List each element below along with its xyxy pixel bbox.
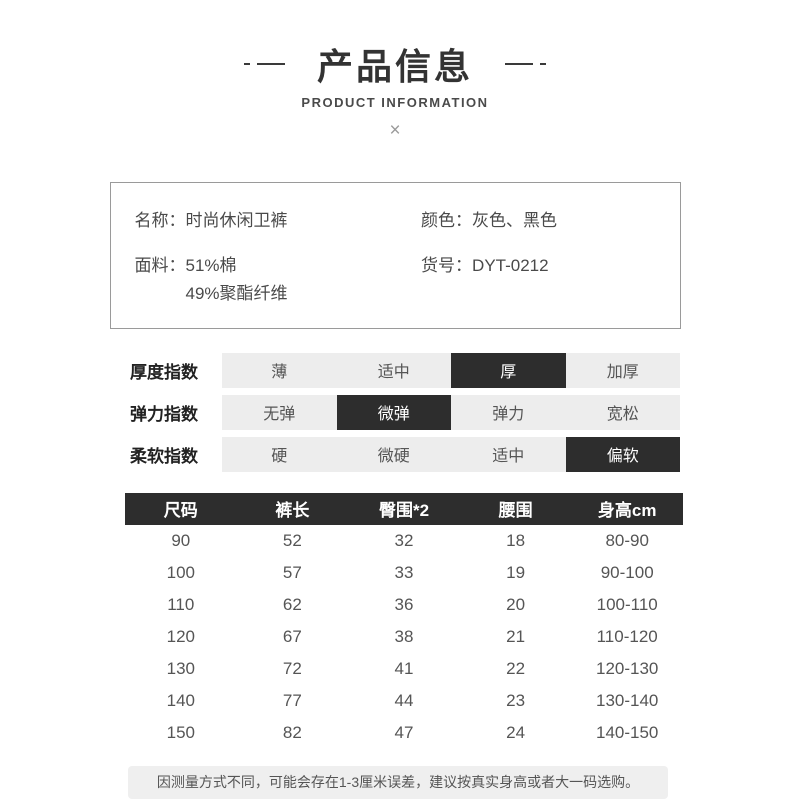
cell-size: 150 [166,722,195,742]
product-color-value: 灰色、黑色 [472,211,558,230]
cell-waist: 22 [506,658,526,678]
softness-option-medium: 适中 [492,448,525,466]
product-item-no-label: 货号： [421,255,473,275]
elasticity-option-none: 无弹 [263,406,296,424]
cell-hip: 32 [394,530,414,550]
cell-pant-length: 62 [282,594,302,614]
table-row: 100 57 33 19 90-100 [125,557,683,589]
cell-height: 130-140 [595,690,659,710]
cell-pant-length: 57 [282,562,302,582]
thickness-option-medium: 适中 [377,364,410,382]
elasticity-index-label: 弹力指数 [130,404,198,424]
fabric-line-2: 49%聚酯纤维 [185,283,288,303]
product-color-label: 颜色： [421,211,473,230]
elasticity-option-elastic: 弹力 [492,406,525,424]
thickness-index-row: 厚度指数 薄 适中 厚 加厚 [110,352,680,388]
table-row: 150 82 47 24 140-150 [125,717,683,749]
measurement-note: 因测量方式不同，可能会存在1-3厘米误差，建议按真实身高或者大一码选购。 [128,765,668,799]
cell-hip: 47 [394,722,414,742]
info-column-right: 颜色： 灰色、黑色 货号： DYT-0212 [421,210,655,306]
elasticity-index-bar: 无弹 微弹 弹力 宽松 [222,394,680,430]
softness-option-hard: 硬 [271,448,288,466]
cell-waist: 20 [506,594,526,614]
title-decor-left-icon [243,63,285,65]
product-name-label: 名称： [134,211,186,230]
softness-index-row: 柔软指数 硬 微硬 适中 偏软 [110,436,680,472]
softness-option-soft-selected: 偏软 [565,436,680,472]
cell-hip: 36 [394,594,414,614]
page-title: 产品信息 [316,46,473,87]
product-item-no-row: 货号： DYT-0212 [421,255,655,278]
cell-size: 140 [166,690,195,710]
cell-height: 140-150 [595,722,659,742]
index-section: 厚度指数 薄 适中 厚 加厚 弹力指数 无弹 微弹 弹力 宽松 柔软指数 硬 微… [110,352,680,472]
cell-pant-length: 82 [282,722,302,742]
table-row: 90 52 32 18 80-90 [125,525,683,557]
cell-hip: 38 [394,626,414,646]
softness-index-bar: 硬 微硬 适中 偏软 [222,436,680,472]
table-row: 110 62 36 20 100-110 [125,589,683,621]
cell-hip: 44 [394,690,414,710]
cell-height: 110-120 [596,626,658,646]
thickness-option-thick-selected: 厚 [451,352,566,388]
cell-waist: 24 [506,722,526,742]
cell-waist: 23 [506,690,526,710]
cell-size: 90 [171,530,191,550]
column-header-hip: 臀围*2 [378,501,430,521]
cell-height: 80-90 [605,530,649,550]
elasticity-option-loose: 宽松 [606,406,639,424]
page-subtitle: PRODUCT INFORMATION [301,95,489,110]
table-row: 140 77 44 23 130-140 [125,685,683,717]
column-header-height: 身高cm [597,501,657,521]
title-decor-right-icon [505,63,546,65]
product-item-no-value: DYT-0212 [472,255,549,275]
cell-hip: 33 [394,562,414,582]
cell-height: 100-110 [596,594,658,614]
elasticity-option-slight-selected: 微弹 [336,394,451,430]
softness-option-slightly-hard: 微硬 [377,448,410,466]
column-header-size: 尺码 [163,501,198,521]
cell-waist: 19 [506,562,526,582]
fabric-line-1: 51%棉 [185,255,237,275]
thickness-index-label: 厚度指数 [130,362,198,382]
product-color-row: 颜色： 灰色、黑色 [421,210,655,233]
table-row: 120 67 38 21 110-120 [125,621,683,653]
cell-waist: 18 [506,530,526,550]
product-fabric-row: 面料： 51%棉 49%聚酯纤维 [135,255,422,306]
product-fabric-value: 51%棉 49%聚酯纤维 [186,255,288,306]
title-row: 产品信息 [0,38,790,90]
cell-hip: 41 [394,658,414,678]
product-name-row: 名称： 时尚休闲卫裤 [135,210,422,233]
softness-index-label: 柔软指数 [130,446,198,466]
info-column-left: 名称： 时尚休闲卫裤 面料： 51%棉 49%聚酯纤维 [135,210,422,306]
product-fabric-label: 面料： [134,255,186,275]
cell-pant-length: 67 [282,626,302,646]
cell-size: 120 [166,626,195,646]
cross-divider-icon: × [389,120,401,141]
cell-pant-length: 72 [282,658,302,678]
size-table-header: 尺码 裤长 臀围*2 腰围 身高cm [125,492,683,525]
product-info-box: 名称： 时尚休闲卫裤 面料： 51%棉 49%聚酯纤维 颜色： 灰色、黑色 货号… [109,182,681,329]
elasticity-index-row: 弹力指数 无弹 微弹 弹力 宽松 [110,394,680,430]
thickness-index-bar: 薄 适中 厚 加厚 [222,352,680,388]
product-name-value: 时尚休闲卫裤 [185,211,288,230]
cell-height: 90-100 [600,562,654,582]
cell-pant-length: 77 [282,690,302,710]
thickness-option-thin: 薄 [271,364,288,382]
size-table: 尺码 裤长 臀围*2 腰围 身高cm 90 52 32 18 80-90 100… [125,492,683,749]
cell-size: 130 [166,658,195,678]
cell-height: 120-130 [595,658,659,678]
page-header: 产品信息 PRODUCT INFORMATION × [0,0,790,140]
cell-pant-length: 52 [282,530,302,550]
cell-size: 110 [167,594,195,614]
thickness-option-extra-thick: 加厚 [606,364,639,382]
table-row: 130 72 41 22 120-130 [125,653,683,685]
cell-size: 100 [166,562,195,582]
column-header-waist: 腰围 [498,501,533,521]
column-header-pant-length: 裤长 [275,501,310,521]
cell-waist: 21 [506,626,526,646]
